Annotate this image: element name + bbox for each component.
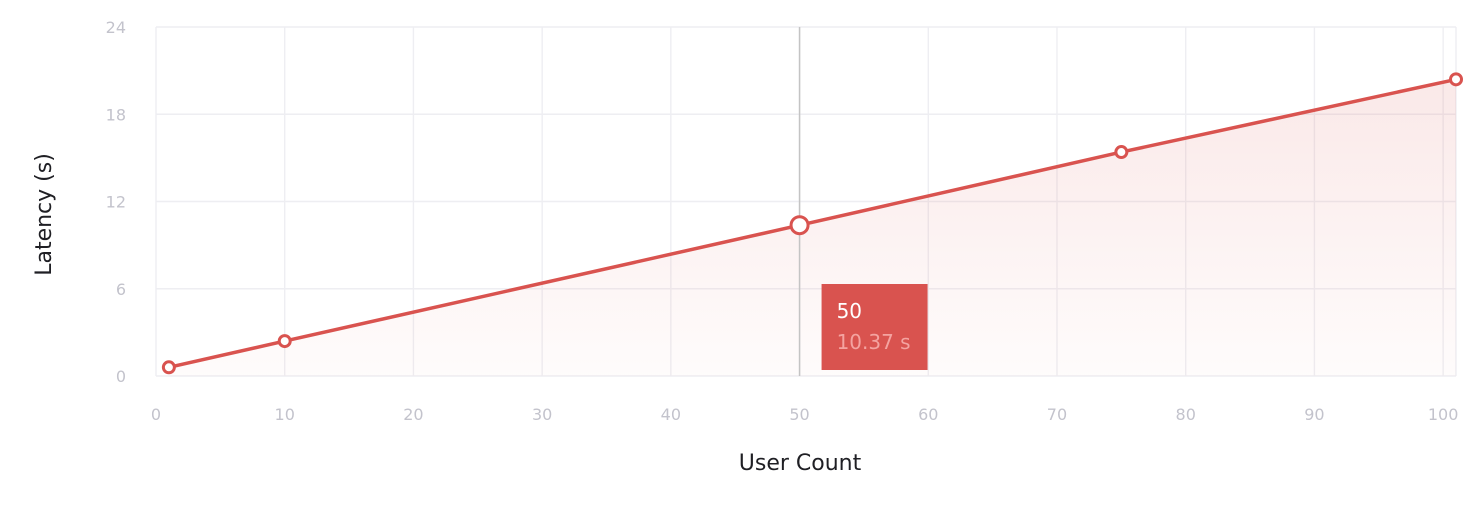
x-tick-label: 90 bbox=[1304, 405, 1324, 424]
x-tick-label: 60 bbox=[918, 405, 938, 424]
x-tick-label: 0 bbox=[151, 405, 161, 424]
x-tick-label: 10 bbox=[275, 405, 295, 424]
y-tick-label: 0 bbox=[116, 367, 126, 386]
series-area bbox=[168, 79, 1456, 377]
data-points bbox=[161, 72, 1463, 375]
tooltip-background bbox=[821, 284, 928, 370]
tooltip-x-value: 50 bbox=[837, 299, 862, 323]
x-tick-label: 100 bbox=[1428, 405, 1459, 424]
x-tick-label: 70 bbox=[1047, 405, 1067, 424]
y-tick-label: 6 bbox=[116, 280, 126, 299]
tooltip: 50 10.37 s bbox=[821, 284, 928, 370]
x-tick-label: 30 bbox=[532, 405, 552, 424]
x-tick-label: 80 bbox=[1176, 405, 1196, 424]
x-tick-label: 20 bbox=[403, 405, 423, 424]
y-tick-label: 18 bbox=[106, 105, 126, 124]
data-point[interactable] bbox=[277, 334, 292, 349]
x-axis-title: User Count bbox=[739, 451, 862, 476]
x-axis-ticks: 0 10 20 30 40 50 60 70 80 90 100 bbox=[151, 405, 1458, 424]
data-point[interactable] bbox=[1449, 72, 1463, 87]
x-tick-label: 40 bbox=[661, 405, 681, 424]
data-point[interactable] bbox=[161, 360, 176, 375]
y-axis-ticks: 0 6 12 18 24 bbox=[106, 18, 126, 386]
x-tick-label: 50 bbox=[789, 405, 809, 424]
y-tick-label: 12 bbox=[106, 193, 126, 212]
active-data-point[interactable] bbox=[789, 215, 810, 236]
y-tick-label: 24 bbox=[106, 18, 126, 37]
tooltip-y-value: 10.37 s bbox=[837, 330, 911, 354]
data-point[interactable] bbox=[1114, 145, 1129, 160]
y-axis-title: Latency (s) bbox=[32, 153, 57, 276]
